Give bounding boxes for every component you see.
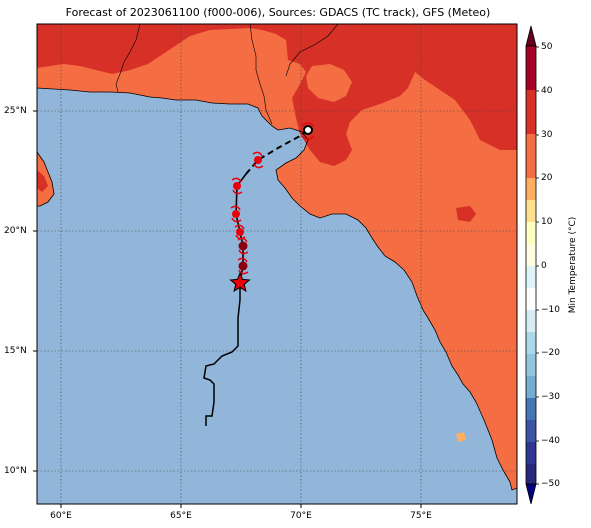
cyclone-markers (230, 122, 315, 275)
land-area (37, 24, 517, 490)
cyclone-marker (238, 241, 248, 251)
lat-tick-label: 10°N (4, 466, 27, 476)
country-border (115, 24, 141, 93)
colorbar-tick-label: −10 (541, 305, 560, 315)
lon-tick-label: 70°E (290, 511, 312, 521)
gridlines (37, 24, 517, 504)
map-frame (36, 23, 518, 505)
map-area (37, 24, 517, 504)
colorbar-label: Min Temperature (°C) (568, 216, 578, 314)
coastline (37, 87, 517, 491)
country-border (285, 24, 339, 77)
mild-area-patch (456, 432, 466, 442)
colorbar-segment (526, 90, 536, 134)
land-area-arabia (37, 152, 54, 206)
colorbar-tick-label: 40 (541, 86, 553, 96)
cyclone-marker (236, 228, 244, 236)
colorbar-segment (526, 266, 536, 288)
colorbar-segment (526, 134, 536, 178)
coastline-arabia (37, 151, 55, 207)
lon-tick-label: 65°E (170, 511, 192, 521)
warm-area-patch (40, 40, 64, 56)
cyclone-marker (238, 261, 248, 271)
colorbar-segment (526, 46, 536, 90)
lon-tick-label: 60°E (50, 511, 72, 521)
colorbar-bottom-extension (525, 483, 537, 505)
warm-area-patch (306, 64, 352, 102)
cyclone-marker (254, 156, 262, 164)
colorbar-segment (526, 178, 536, 200)
colorbar-segment (526, 288, 536, 310)
colorbar-tick-label: 20 (541, 173, 553, 183)
colorbar-segment (526, 464, 536, 484)
colorbar-segment (526, 244, 536, 266)
colorbar-tick-label: 10 (541, 217, 553, 227)
lon-tick-label: 75°E (410, 511, 432, 521)
lat-tick-label: 25°N (4, 106, 27, 116)
tick-marks (33, 110, 422, 508)
colorbar-segment (526, 222, 536, 244)
colorbar-tick-label: −30 (541, 392, 560, 402)
colorbar-tick-label: 50 (541, 42, 553, 52)
colorbar-segment (526, 398, 536, 420)
warm-area-patch (456, 206, 476, 222)
hot-area-north (37, 24, 517, 166)
warm-area-patch (420, 204, 438, 216)
current-position-star (229, 271, 251, 293)
colorbar-tick-label: −40 (541, 436, 560, 446)
colorbar-segment (526, 442, 536, 464)
colorbar-segment (526, 332, 536, 354)
colorbar-tick-label: −50 (541, 479, 560, 489)
cyclone-marker (233, 182, 241, 190)
lat-tick-label: 15°N (4, 346, 27, 356)
colorbar (525, 25, 539, 505)
colorbar-segment (526, 310, 536, 332)
country-border (249, 24, 273, 125)
hot-area-arabia (37, 170, 48, 192)
colorbar-segment (526, 200, 536, 222)
colorbar-tick-label: −20 (541, 348, 560, 358)
plot-title: Forecast of 2023061100 (f000-006), Sourc… (65, 6, 491, 19)
landfall-marker (303, 125, 313, 135)
tc-track-past (203, 282, 241, 426)
lat-tick-label: 20°N (4, 226, 27, 236)
cyclone-marker (232, 210, 240, 218)
colorbar-segment (526, 420, 536, 442)
colorbar-top-extension (525, 25, 537, 47)
colorbar-segment (526, 376, 536, 398)
colorbar-tick-label: 0 (541, 261, 547, 271)
colorbar-segment (526, 354, 536, 376)
colorbar-tick-label: 30 (541, 130, 553, 140)
